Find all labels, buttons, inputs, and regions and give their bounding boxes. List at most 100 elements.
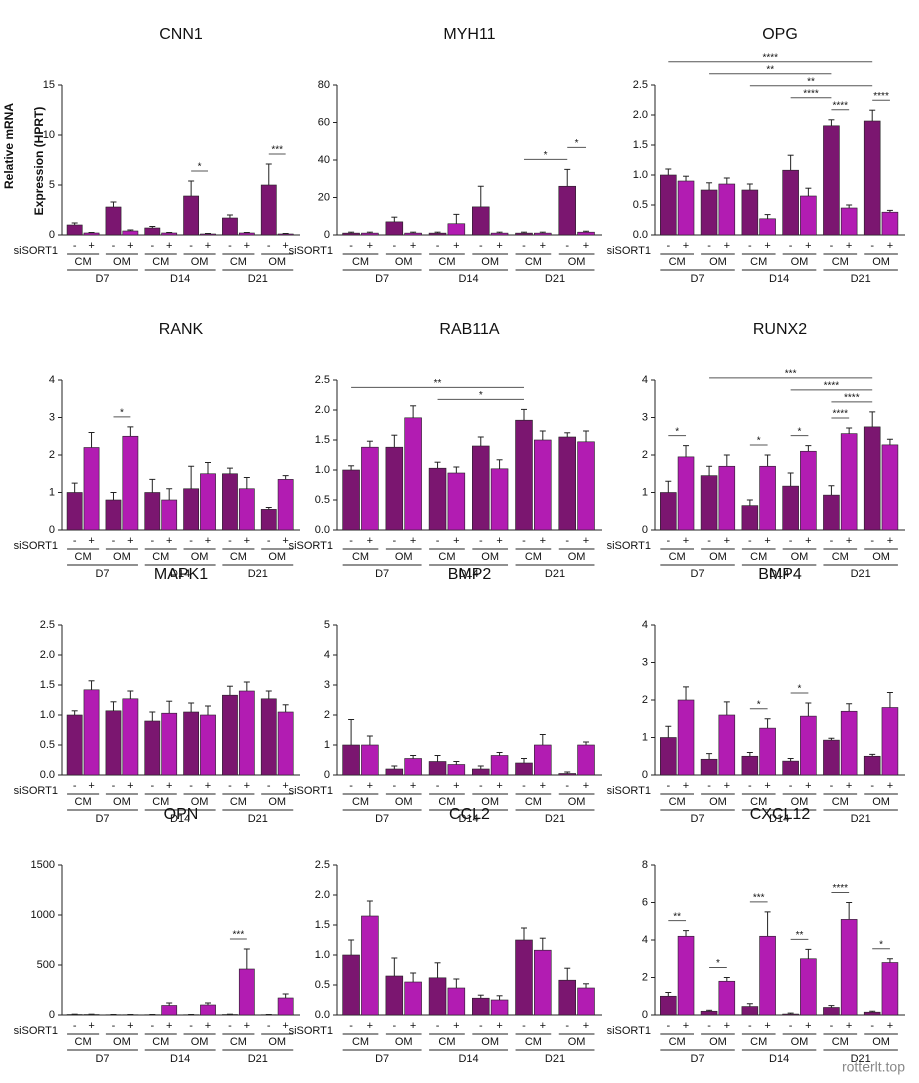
y-tick-label: 0.0 bbox=[315, 524, 330, 536]
media-label: CM bbox=[525, 551, 542, 563]
sign-label: + bbox=[805, 780, 811, 792]
sign-label: - bbox=[565, 240, 569, 252]
sign-label: + bbox=[453, 535, 459, 547]
sign-label: - bbox=[349, 240, 353, 252]
chart-title: OPG bbox=[762, 26, 798, 43]
y-tick-label: 4 bbox=[642, 934, 648, 946]
watermark: rotterlt.top bbox=[842, 1059, 905, 1075]
row-label: siSORT1 bbox=[289, 1025, 333, 1037]
significance-label: * bbox=[198, 162, 202, 173]
day-label: D7 bbox=[691, 1053, 705, 1065]
row-label: siSORT1 bbox=[14, 245, 58, 257]
bar bbox=[490, 999, 509, 1016]
media-label: OM bbox=[872, 551, 890, 563]
row-label: siSORT1 bbox=[14, 540, 58, 552]
sign-label: - bbox=[436, 780, 440, 792]
y-tick-label: 1.0 bbox=[40, 709, 55, 721]
sign-label: - bbox=[522, 240, 526, 252]
sign-label: + bbox=[127, 535, 133, 547]
day-label: D7 bbox=[375, 1053, 389, 1065]
day-label: D7 bbox=[375, 273, 389, 285]
significance-label: **** bbox=[844, 393, 860, 404]
bar bbox=[863, 755, 881, 776]
media-label: OM bbox=[568, 256, 586, 268]
bar bbox=[200, 233, 216, 236]
media-label: OM bbox=[791, 796, 809, 808]
bar bbox=[881, 211, 899, 236]
y-tick-label: 4 bbox=[642, 374, 648, 386]
day-label: D21 bbox=[851, 273, 871, 285]
sign-label: + bbox=[540, 535, 546, 547]
bar bbox=[741, 189, 759, 236]
media-label: OM bbox=[481, 796, 499, 808]
sign-label: + bbox=[887, 1020, 893, 1032]
media-label: OM bbox=[709, 256, 727, 268]
media-label: CM bbox=[152, 1036, 169, 1048]
media-label: CM bbox=[438, 256, 455, 268]
y-tick-label: 500 bbox=[37, 959, 55, 971]
sign-label: - bbox=[150, 240, 154, 252]
sign-label: - bbox=[228, 240, 232, 252]
sign-label: + bbox=[496, 240, 502, 252]
sign-label: - bbox=[189, 1020, 193, 1032]
row-label: siSORT1 bbox=[14, 785, 58, 797]
bar bbox=[782, 485, 799, 531]
row-label: siSORT1 bbox=[289, 785, 333, 797]
bar bbox=[558, 436, 576, 531]
chart-title: MAPK1 bbox=[154, 566, 208, 583]
y-axis-label: Relative mRNA bbox=[2, 103, 16, 189]
sign-label: - bbox=[189, 535, 193, 547]
bar bbox=[718, 465, 736, 531]
sign-label: + bbox=[683, 535, 689, 547]
bar bbox=[782, 760, 799, 776]
bar bbox=[718, 183, 736, 236]
bar bbox=[161, 1005, 178, 1016]
y-tick-label: 2.5 bbox=[633, 79, 648, 91]
sign-label: - bbox=[267, 535, 271, 547]
bar bbox=[183, 711, 200, 776]
bar bbox=[490, 468, 509, 531]
sign-label: + bbox=[88, 780, 94, 792]
sign-label: + bbox=[205, 240, 211, 252]
bar bbox=[260, 698, 277, 776]
sign-label: - bbox=[392, 240, 396, 252]
chart-title: CCL2 bbox=[449, 806, 490, 823]
sign-label: + bbox=[127, 1020, 133, 1032]
bar bbox=[447, 987, 466, 1016]
sign-label: + bbox=[453, 240, 459, 252]
media-label: OM bbox=[872, 1036, 890, 1048]
y-tick-label: 1 bbox=[642, 486, 648, 498]
sign-label: + bbox=[127, 780, 133, 792]
chart-title: RUNX2 bbox=[753, 321, 807, 338]
media-label: OM bbox=[709, 796, 727, 808]
bar bbox=[447, 223, 466, 236]
y-tick-label: 10 bbox=[43, 129, 55, 141]
y-tick-label: 5 bbox=[324, 619, 330, 631]
bar bbox=[782, 1013, 799, 1016]
sign-label: - bbox=[870, 535, 874, 547]
y-tick-label: 0 bbox=[49, 229, 55, 241]
bar bbox=[428, 761, 447, 776]
sign-label: + bbox=[583, 535, 589, 547]
sign-label: + bbox=[166, 780, 172, 792]
bar bbox=[404, 232, 422, 236]
sign-label: + bbox=[724, 535, 730, 547]
media-label: CM bbox=[230, 551, 247, 563]
sign-label: + bbox=[583, 780, 589, 792]
y-tick-label: 3 bbox=[642, 411, 648, 423]
y-tick-label: 0 bbox=[49, 524, 55, 536]
bar bbox=[823, 125, 840, 236]
chart-title: RANK bbox=[159, 321, 204, 338]
bar bbox=[840, 710, 858, 776]
sign-label: + bbox=[887, 780, 893, 792]
sign-label: - bbox=[830, 535, 834, 547]
sign-label: - bbox=[707, 780, 711, 792]
bar bbox=[558, 773, 576, 776]
y-tick-label: 4 bbox=[324, 649, 330, 661]
sign-label: - bbox=[666, 1020, 670, 1032]
sign-label: + bbox=[88, 1020, 94, 1032]
bar bbox=[161, 232, 178, 236]
sign-label: - bbox=[392, 1020, 396, 1032]
sign-label: - bbox=[748, 535, 752, 547]
sign-label: - bbox=[349, 1020, 353, 1032]
